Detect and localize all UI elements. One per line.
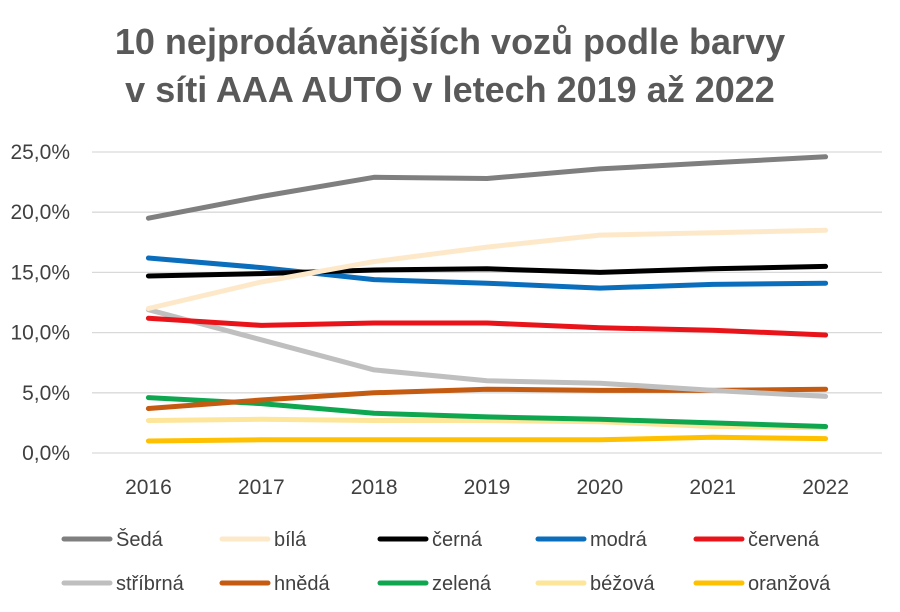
y-tick-label: 5,0% (22, 382, 70, 405)
y-tick-label: 0,0% (22, 442, 70, 465)
series-lines (145, 154, 829, 444)
legend-label: černá (432, 529, 483, 551)
legend-label: červená (748, 529, 820, 551)
legend-label: Šedá (116, 528, 164, 551)
series-line (145, 227, 829, 311)
series-line (145, 315, 829, 338)
x-tick-label: 2017 (238, 476, 285, 499)
grid-lines (92, 151, 882, 454)
y-tick-label: 15,0% (10, 261, 70, 284)
series-line (145, 395, 829, 429)
legend-label: oranžová (748, 573, 831, 595)
series-line (145, 263, 829, 279)
series-line (145, 307, 829, 399)
legend-label: bílá (274, 529, 307, 551)
legend-label: stříbrná (116, 573, 185, 595)
x-tick-label: 2019 (464, 476, 511, 499)
legend-label: béžová (590, 573, 655, 595)
x-axis-ticks: 2016 2017 2018 2019 2020 2021 2022 (125, 476, 849, 499)
series-line (145, 255, 829, 291)
series-line (145, 416, 829, 431)
x-tick-label: 2018 (351, 476, 398, 499)
x-tick-label: 2016 (125, 476, 172, 499)
legend-label: modrá (590, 529, 648, 551)
legend: Šedá bílá černá modrá červená stříbrná hnědá ze… (61, 528, 831, 595)
x-tick-label: 2020 (576, 476, 623, 499)
y-tick-label: 20,0% (10, 201, 70, 224)
chart-title: 10 nejprodávanějších vozů podle barvy v … (0, 18, 900, 114)
legend-label: hnědá (274, 573, 330, 595)
y-tick-label: 25,0% (10, 141, 70, 164)
x-tick-label: 2022 (802, 476, 849, 499)
series-line (145, 434, 829, 444)
y-tick-label: 10,0% (10, 322, 70, 345)
legend-label: zelená (432, 573, 492, 595)
x-tick-label: 2021 (689, 476, 736, 499)
y-axis-ticks: 0,0% 5,0% 10,0% 15,0% 20,0% 25,0% (10, 141, 70, 465)
series-line (145, 154, 829, 221)
chart-title-line-1: 10 nejprodávanějších vozů podle barvy (114, 21, 786, 62)
chart-title-line-2: v síti AAA AUTO v letech 2019 až 2022 (125, 69, 775, 110)
